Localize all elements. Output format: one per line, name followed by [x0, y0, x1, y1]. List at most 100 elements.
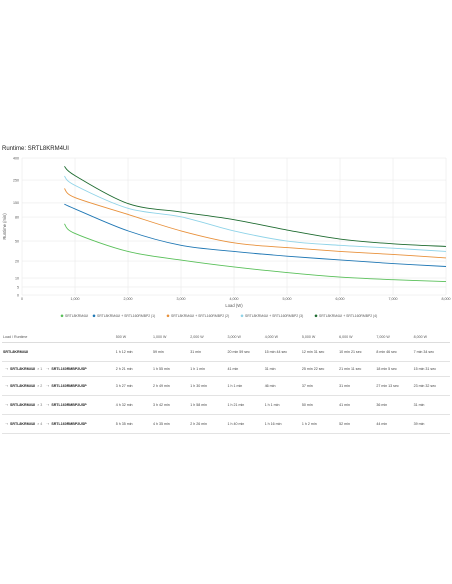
- plug-icon: ⇢: [5, 384, 9, 388]
- runtime-cell: 1 h 40 min: [226, 414, 264, 434]
- runtime-cell: 31 min: [338, 376, 376, 396]
- runtime-cell: 31 min: [263, 361, 301, 377]
- runtime-cell: 2 h 49 min: [151, 376, 190, 396]
- runtime-cell: 1 h 30 min: [189, 376, 227, 396]
- y-tick-label: 0: [17, 293, 19, 297]
- battery-model: SRTL160RMBP2USP: [51, 403, 87, 407]
- y-tick-label: 250: [13, 178, 19, 182]
- runtime-cell: 21 min 11 sec: [338, 361, 376, 377]
- runtime-cell: 5 h 35 min: [114, 414, 152, 434]
- legend-swatch: [314, 314, 318, 318]
- runtime-cell: 18 min 5 sec: [375, 361, 413, 377]
- runtime-cell: 1 h 12 min: [114, 342, 152, 362]
- runtime-cell: 52 min: [338, 414, 376, 434]
- runtime-cell: 31 min: [412, 395, 450, 415]
- table-col-header: 1,000 W: [151, 332, 190, 343]
- plug-icon: ⇢: [5, 422, 9, 426]
- runtime-chart: 0 1,000 2,000 3,000 4,000 5,000 6,000 7,000 8,00…: [2, 156, 451, 318]
- ups-model: SRTL8KRM4UI: [10, 422, 36, 426]
- runtime-cell: 7 min 34 sec: [412, 342, 450, 362]
- runtime-cell: 1 h 1 min: [189, 361, 227, 377]
- config-cell: ⇢ SRTL8KRM4UI × 1 ⇢ SRTL160RMBP2USP: [2, 361, 115, 377]
- runtime-cell: 37 min: [300, 376, 339, 396]
- ups-model: SRTL8KRM4UI: [10, 367, 36, 371]
- table-corner-label: Load / Runtime: [2, 332, 115, 343]
- legend-entry: SRTL8KRM4UI + SRTL160RMBP2 (4): [319, 314, 377, 318]
- runtime-cell: 3 h 42 min: [151, 395, 190, 415]
- legend-swatch: [166, 314, 170, 318]
- runtime-cell: 36 min: [375, 395, 413, 415]
- table-col-header: 4,000 W: [263, 332, 301, 343]
- table-col-header: 3,000 W: [226, 332, 264, 343]
- runtime-cell: 2 h 21 min: [114, 361, 152, 377]
- battery-icon: ⇢: [46, 367, 50, 371]
- runtime-cell: 23 min 32 sec: [412, 376, 450, 396]
- x-tick-label: 0: [21, 297, 23, 301]
- qty-label: × 4: [37, 422, 43, 426]
- battery-model: SRTL160RMBP2USP: [51, 367, 87, 371]
- battery-model: SRTL160RMBP2USP: [51, 384, 87, 388]
- runtime-cell: 1 h 58 min: [189, 395, 227, 415]
- runtime-cell: 50 min: [300, 395, 339, 415]
- runtime-cell: 41 min: [338, 395, 376, 415]
- x-axis-label: Load (W): [225, 303, 243, 308]
- runtime-cell: 20 min 59 sec: [226, 342, 264, 362]
- battery-icon: ⇢: [46, 422, 50, 426]
- runtime-cell: 15 min 44 sec: [263, 342, 301, 362]
- table-row: ⇢ SRTL8KRM4UI × 3 ⇢ SRTL160RMBP2USP 4 h 32 mi…: [2, 395, 450, 415]
- runtime-cell: 1 h 1 min: [263, 395, 301, 415]
- x-tick-label: 1,000: [71, 297, 80, 301]
- y-tick-label: 20: [15, 259, 19, 263]
- legend-entry: SRTL8KRM4UI + SRTL160RMBP2 (2): [171, 314, 229, 318]
- config-cell: ⇢ SRTL8KRM4UI × 3 ⇢ SRTL160RMBP2USP: [2, 395, 115, 415]
- runtime-cell: 8 min 46 sec: [375, 342, 413, 362]
- runtime-cell: 46 min: [263, 376, 301, 396]
- ups-model: SRTL8KRM4UI: [10, 403, 36, 407]
- config-cell: SRTL8KRM4UI: [2, 342, 115, 362]
- legend-swatch: [240, 314, 244, 318]
- runtime-cell: 41 min: [226, 361, 264, 377]
- ups-model: SRTL8KRM4UI: [3, 350, 29, 354]
- series-line-3: [64, 188, 447, 259]
- runtime-cell: 1 h 21 min: [226, 395, 264, 415]
- config-cell: ⇢ SRTL8KRM4UI × 2 ⇢ SRTL160RMBP2USP: [2, 376, 115, 396]
- y-tick-label: 150: [13, 201, 19, 205]
- plug-icon: ⇢: [5, 403, 9, 407]
- y-tick-label: 5: [17, 285, 19, 289]
- runtime-cell: 1 h 2 min: [300, 414, 339, 434]
- table-col-header: 6,000 W: [338, 332, 376, 343]
- y-tick-label: 50: [15, 239, 19, 243]
- legend-swatch: [92, 314, 96, 318]
- x-tick-label: 8,000: [442, 297, 451, 301]
- runtime-cell: 3 h 27 min: [114, 376, 152, 396]
- x-tick-label: 7,000: [389, 297, 398, 301]
- table-col-header: 500 W: [114, 332, 152, 343]
- runtime-cell: 1 h 55 min: [151, 361, 190, 377]
- y-tick-label: 80: [15, 215, 19, 219]
- x-tick-label: 4,000: [230, 297, 239, 301]
- table-col-header: 8,000 W: [412, 332, 450, 343]
- qty-label: × 3: [37, 403, 43, 407]
- runtime-cell: 4 h 35 min: [151, 414, 190, 434]
- plug-icon: ⇢: [5, 367, 9, 371]
- battery-icon: ⇢: [46, 384, 50, 388]
- runtime-cell: 4 h 32 min: [114, 395, 152, 415]
- table-col-header: 2,000 W: [189, 332, 227, 343]
- y-tick-label: 10: [15, 276, 19, 280]
- table-header-row: Load / Runtime 500 W 1,000 W 2,000 W 3,0…: [2, 332, 450, 343]
- runtime-cell: 39 min: [412, 414, 450, 434]
- series-line-4: [64, 175, 447, 252]
- runtime-cell: 2 h 26 min: [189, 414, 227, 434]
- qty-label: × 1: [37, 367, 43, 371]
- config-cell: ⇢ SRTL8KRM4UI × 4 ⇢ SRTL160RMBP2USP: [2, 414, 115, 434]
- series-line-2: [64, 203, 447, 267]
- legend-entry: SRTL8KRM4UI: [65, 314, 88, 318]
- runtime-cell: 1 h 16 min: [263, 414, 301, 434]
- ups-model: SRTL8KRM4UI: [10, 384, 36, 388]
- x-tick-label: 5,000: [283, 297, 292, 301]
- battery-icon: ⇢: [46, 403, 50, 407]
- legend-swatch: [60, 314, 64, 318]
- x-tick-label: 3,000: [177, 297, 186, 301]
- runtime-cell: 44 min: [375, 414, 413, 434]
- qty-label: × 2: [37, 384, 43, 388]
